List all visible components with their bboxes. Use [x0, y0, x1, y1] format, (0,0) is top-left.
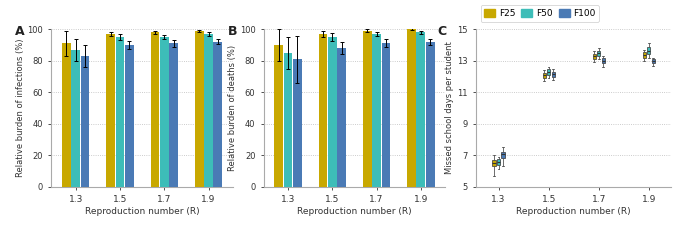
Bar — [106, 34, 115, 187]
PathPatch shape — [543, 72, 546, 78]
Bar — [214, 42, 222, 187]
Bar — [363, 31, 372, 187]
PathPatch shape — [601, 58, 605, 63]
PathPatch shape — [647, 47, 650, 54]
PathPatch shape — [501, 152, 505, 158]
Y-axis label: Relative burden of infections (%): Relative burden of infections (%) — [16, 39, 25, 177]
X-axis label: Reproduction number (R): Reproduction number (R) — [297, 207, 412, 216]
PathPatch shape — [651, 59, 655, 63]
Bar — [319, 34, 327, 187]
Bar — [169, 43, 178, 187]
Bar — [416, 32, 425, 187]
Bar — [116, 37, 125, 187]
X-axis label: Reproduction number (R): Reproduction number (R) — [85, 207, 199, 216]
PathPatch shape — [551, 72, 555, 77]
X-axis label: Reproduction number (R): Reproduction number (R) — [516, 207, 631, 216]
Bar — [151, 32, 160, 187]
Bar — [337, 48, 346, 187]
Bar — [125, 45, 134, 187]
Bar — [382, 43, 390, 187]
Bar — [372, 34, 381, 187]
Y-axis label: Missed school days per student: Missed school days per student — [445, 42, 454, 174]
Text: B: B — [227, 25, 237, 38]
Bar — [81, 56, 90, 187]
Bar — [160, 37, 169, 187]
Bar — [284, 53, 292, 187]
Bar — [275, 45, 283, 187]
PathPatch shape — [547, 70, 550, 75]
Bar — [204, 34, 213, 187]
Legend: F25, F50, F100: F25, F50, F100 — [481, 5, 599, 22]
Bar — [293, 59, 302, 187]
PathPatch shape — [493, 160, 496, 166]
PathPatch shape — [593, 54, 596, 59]
Bar — [426, 42, 434, 187]
PathPatch shape — [497, 159, 500, 165]
Bar — [407, 29, 416, 187]
Bar — [62, 43, 71, 187]
PathPatch shape — [643, 52, 646, 58]
Bar — [195, 31, 203, 187]
PathPatch shape — [597, 50, 600, 56]
Text: C: C — [437, 25, 446, 38]
Bar — [71, 50, 80, 187]
Bar — [328, 37, 337, 187]
Y-axis label: Relative burden of deaths (%): Relative burden of deaths (%) — [228, 45, 237, 171]
Text: A: A — [15, 25, 25, 38]
